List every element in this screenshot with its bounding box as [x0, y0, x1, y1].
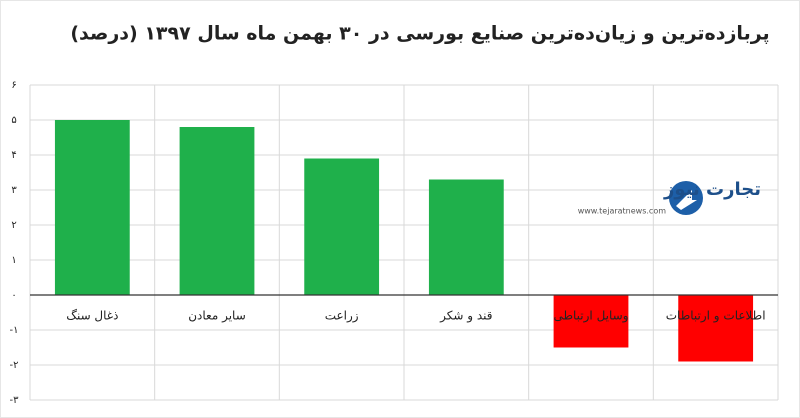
watermark: تجارت نیوز www.tejaratnews.com	[578, 179, 761, 216]
bar	[678, 295, 754, 362]
bar	[553, 295, 629, 348]
y-tick-label: ۶	[11, 80, 16, 91]
x-tick-label: سایر معادن	[188, 309, 246, 324]
chart-title: پربازده‌ترین و زیان‌ده‌ترین صنایع بورسی …	[70, 23, 769, 45]
y-tick-label: ۰	[11, 290, 16, 301]
y-tick-label: ۴	[11, 150, 16, 161]
bar	[428, 179, 504, 295]
bar	[54, 120, 130, 295]
y-tick-label: -۲	[10, 360, 19, 371]
y-tick-label: ۵	[11, 115, 16, 126]
watermark-url: www.tejaratnews.com	[578, 207, 666, 216]
x-tick-label: اطلاعات و ارتباطات	[666, 309, 766, 324]
watermark-name: تجارت نیوز	[663, 179, 761, 200]
x-tick-label: قند و شکر	[439, 309, 492, 324]
x-tick-label: ذغال سنگ	[66, 309, 118, 323]
y-tick-label: -۳	[10, 395, 20, 406]
bar	[304, 158, 380, 295]
y-tick-label: ۲	[11, 220, 16, 231]
bar	[179, 127, 255, 295]
y-tick-label: ۳	[11, 185, 17, 196]
watermark-logo-arrow	[676, 190, 697, 210]
y-tick-label: ۱	[11, 255, 16, 266]
x-tick-label: وسایل ارتباطی	[553, 309, 628, 324]
y-tick-label: -۱	[10, 325, 19, 336]
x-tick-label: زراعت	[325, 309, 359, 324]
